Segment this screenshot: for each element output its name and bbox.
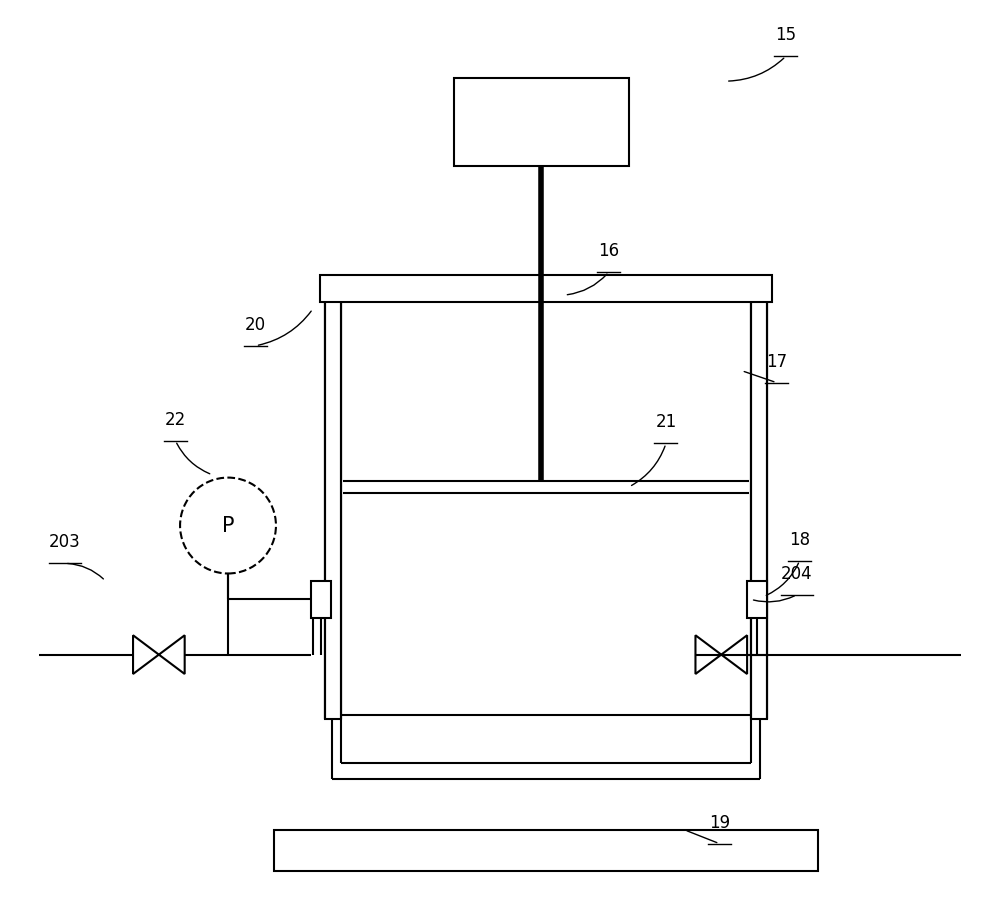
Text: 19: 19 <box>709 813 730 832</box>
Bar <box>325 295 341 719</box>
Text: 204: 204 <box>781 564 813 583</box>
Text: 15: 15 <box>775 26 796 44</box>
Bar <box>311 581 331 618</box>
Circle shape <box>180 478 276 573</box>
Text: 17: 17 <box>766 352 787 371</box>
Text: 20: 20 <box>245 315 266 334</box>
Text: 16: 16 <box>598 242 619 260</box>
Text: 203: 203 <box>49 533 81 551</box>
Bar <box>747 581 767 618</box>
Text: P: P <box>222 515 234 536</box>
Bar <box>274 830 818 871</box>
Bar <box>751 295 767 719</box>
Text: 22: 22 <box>165 410 186 429</box>
Text: 21: 21 <box>655 413 677 431</box>
Bar <box>454 78 629 166</box>
Bar <box>320 275 772 302</box>
Text: 18: 18 <box>789 530 810 549</box>
